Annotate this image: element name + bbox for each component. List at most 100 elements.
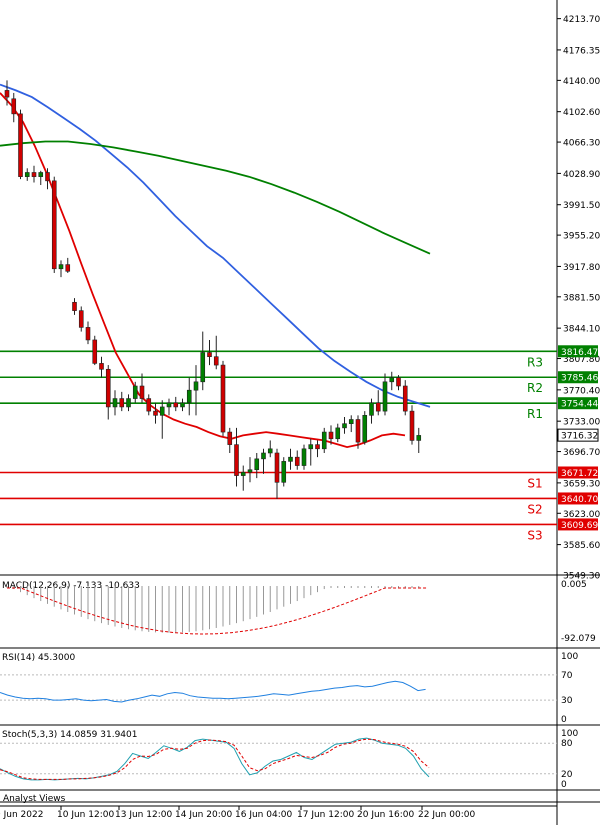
price-tick-label: 3659.30 [563,479,600,489]
rsi-tick-label: 0 [561,715,567,725]
candle-body [389,377,395,383]
candle-body [166,402,172,408]
candle-body [132,385,138,399]
time-tick-label: 13 Jun 12:00 [115,810,172,820]
level-price-box [558,492,598,505]
candle-body [335,427,341,440]
price-tick-label: 3955.20 [563,232,600,242]
candle-body [274,452,280,483]
candle-body [186,389,192,404]
current-price-label: 3716.32 [561,432,598,442]
footer-label: Analyst Views [3,794,66,804]
level-price-label: 3609.69 [561,521,598,531]
level-price-box [558,466,598,479]
macd-bottom-label: -92.079 [561,634,596,644]
indicator-label: Stoch(5,3,3) 14.0859 31.9401 [2,730,137,740]
current-price-box [557,428,599,442]
candle-body [126,398,131,408]
price-tick-label: 3881.50 [563,293,600,303]
level-price-label: 3671.72 [561,469,598,479]
candle-body [301,448,307,466]
level-name-s1: S1 [527,476,542,490]
candle-body [288,456,293,462]
candle-body [78,310,84,328]
candle-body [254,458,260,471]
candle-body [294,456,300,466]
price-tick-label: 4028.90 [563,170,600,180]
price-tick-label: 4140.00 [563,77,600,87]
price-tick-label: 4213.70 [563,15,600,25]
candle-body [328,431,334,440]
rsi-line [0,680,426,703]
time-tick-label: 17 Jun 12:00 [297,810,354,820]
candle-body [200,352,206,383]
candle-body [207,352,212,357]
candle-body [38,172,44,177]
level-name-r1: R1 [527,407,543,421]
candle-body [180,402,185,408]
candle-body [409,410,415,441]
time-tick-label: 16 Jun 04:00 [235,810,292,820]
ma-line-2 [0,83,431,408]
candle-body [315,444,320,450]
candle-body [139,385,145,399]
price-tick-label: 4102.60 [563,108,600,118]
candle-body [240,471,246,476]
candle-body [355,419,361,443]
candle-body [220,364,226,433]
level-price-label: 3816.47 [561,348,598,358]
indicator-label: MACD(12,26,9) -7.133 -10.633 [2,581,140,591]
time-tick-label: 14 Jun 20:00 [175,810,232,820]
candle-body [267,448,273,454]
price-tick-label: 3991.50 [563,201,600,211]
ma-line-1 [0,92,406,449]
candle-body [4,90,10,98]
rsi-tick-label: 100 [561,652,578,662]
candle-body [92,339,98,364]
macd-top-label: 0.005 [561,580,587,590]
indicator-label: RSI(14) 45.3000 [2,653,75,663]
candle-body [362,415,368,443]
stoch-tick-label: 0 [561,780,567,790]
candle-body [146,398,152,412]
candle-body [18,113,23,177]
price-tick-label: 3585.60 [563,541,600,551]
candle-body [321,431,327,450]
candle-body [24,172,30,177]
candle-body [396,377,401,387]
level-name-s3: S3 [527,528,542,542]
price-tick-label: 3917.80 [563,263,600,273]
price-tick-label: 4176.35 [563,46,600,56]
level-name-r2: R2 [527,381,543,395]
candle-body [261,452,266,460]
candle-body [99,363,104,370]
level-price-box [558,518,598,531]
price-tick-label: 3807.80 [563,355,600,365]
candle-body [105,368,111,408]
level-price-label: 3785.46 [561,374,598,384]
macd-signal-line [7,587,427,635]
time-tick-label: 9 Jun 2022 [0,810,43,820]
candle-body [227,431,233,445]
stoch-tick-label: 80 [561,739,573,749]
candle-body [213,356,219,366]
level-price-box [558,397,598,410]
rsi-tick-label: 30 [561,696,573,706]
candle-body [382,381,388,412]
candle-body [342,423,347,429]
candle-body [369,402,374,416]
level-price-box [558,371,598,384]
candle-body [234,444,239,476]
time-tick-label: 10 Jun 12:00 [57,810,114,820]
rsi-tick-label: 70 [561,671,573,681]
candle-body [51,180,57,270]
price-tick-label: 3696.70 [563,448,600,458]
level-price-box [558,345,598,358]
price-tick-label: 3733.00 [563,418,600,428]
candle-body [281,461,287,483]
candle-body [193,381,199,391]
candle-body [416,435,422,441]
